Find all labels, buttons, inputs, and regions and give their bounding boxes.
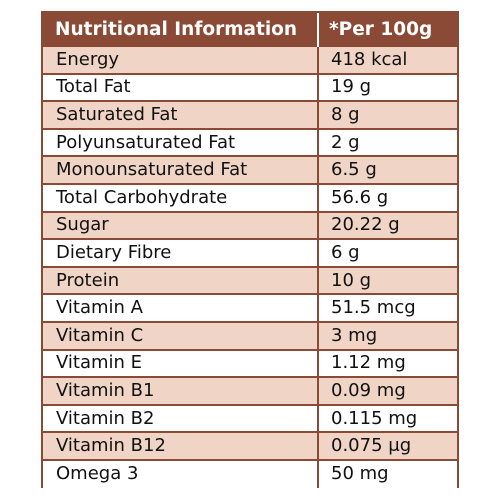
table-row: Monounsaturated Fat 6.5 g (43, 155, 457, 184)
nutrient-value: 2 g (318, 127, 457, 157)
nutrient-name: Vitamin B2 (43, 403, 319, 433)
nutrient-value: 418 kcal (318, 45, 457, 74)
nutrient-name: Monounsaturated Fat (43, 155, 319, 184)
table-row: Total Fat 19 g (43, 72, 457, 102)
nutrient-value: 6 g (318, 238, 457, 267)
nutrient-name: Energy (43, 45, 319, 74)
nutrient-column-header: Nutritional Information (43, 13, 319, 46)
nutrient-name: Saturated Fat (43, 100, 319, 129)
table-row: Dietary Fibre 6 g (43, 238, 457, 267)
nutrition-table: Nutritional Information *Per 100g Energy… (43, 13, 457, 488)
nutrient-name: Dietary Fibre (43, 238, 319, 267)
nutrient-name: Total Carbohydrate (43, 182, 319, 212)
table-row: Vitamin E 1.12 mg (43, 348, 457, 378)
nutrient-name: Vitamin B1 (43, 376, 319, 405)
table-header-row: Nutritional Information *Per 100g (43, 13, 457, 46)
nutrient-value: 6.5 g (318, 155, 457, 184)
nutrient-value: 0.075 μg (318, 431, 457, 460)
nutrient-name: Vitamin A (43, 293, 319, 322)
nutrient-value: 51.5 mcg (318, 293, 457, 322)
nutrient-name: Sugar (43, 210, 319, 240)
nutrient-value: 0.115 mg (318, 403, 457, 433)
nutrient-value: 0.09 mg (318, 376, 457, 405)
nutrition-panel: Nutritional Information *Per 100g Energy… (41, 11, 459, 488)
table-row: Energy 418 kcal (43, 45, 457, 74)
nutrient-name: Polyunsaturated Fat (43, 127, 319, 157)
table-row: Total Carbohydrate 56.6 g (43, 182, 457, 212)
table-row: Saturated Fat 8 g (43, 100, 457, 129)
table-row: Omega 3 50 mg (43, 458, 457, 488)
nutrient-value: 8 g (318, 100, 457, 129)
nutrient-name: Vitamin C (43, 320, 319, 350)
nutrient-name: Omega 3 (43, 458, 319, 488)
nutrient-value: 56.6 g (318, 182, 457, 212)
nutrient-value: 19 g (318, 72, 457, 102)
nutrient-value: 1.12 mg (318, 348, 457, 378)
table-row: Polyunsaturated Fat 2 g (43, 127, 457, 157)
table-row: Vitamin A 51.5 mcg (43, 293, 457, 322)
nutrient-name: Vitamin B12 (43, 431, 319, 460)
nutrient-name: Total Fat (43, 72, 319, 102)
table-row: Vitamin B1 0.09 mg (43, 376, 457, 405)
nutrient-name: Vitamin E (43, 348, 319, 378)
table-row: Sugar 20.22 g (43, 210, 457, 240)
nutrient-name: Protein (43, 265, 319, 295)
nutrient-value: 20.22 g (318, 210, 457, 240)
nutrient-value: 3 mg (318, 320, 457, 350)
table-row: Vitamin B12 0.075 μg (43, 431, 457, 460)
nutrient-value: 10 g (318, 265, 457, 295)
table-row: Protein 10 g (43, 265, 457, 295)
table-row: Vitamin C 3 mg (43, 320, 457, 350)
table-row: Vitamin B2 0.115 mg (43, 403, 457, 433)
nutrient-value: 50 mg (318, 458, 457, 488)
per-100g-column-header: *Per 100g (318, 13, 457, 46)
